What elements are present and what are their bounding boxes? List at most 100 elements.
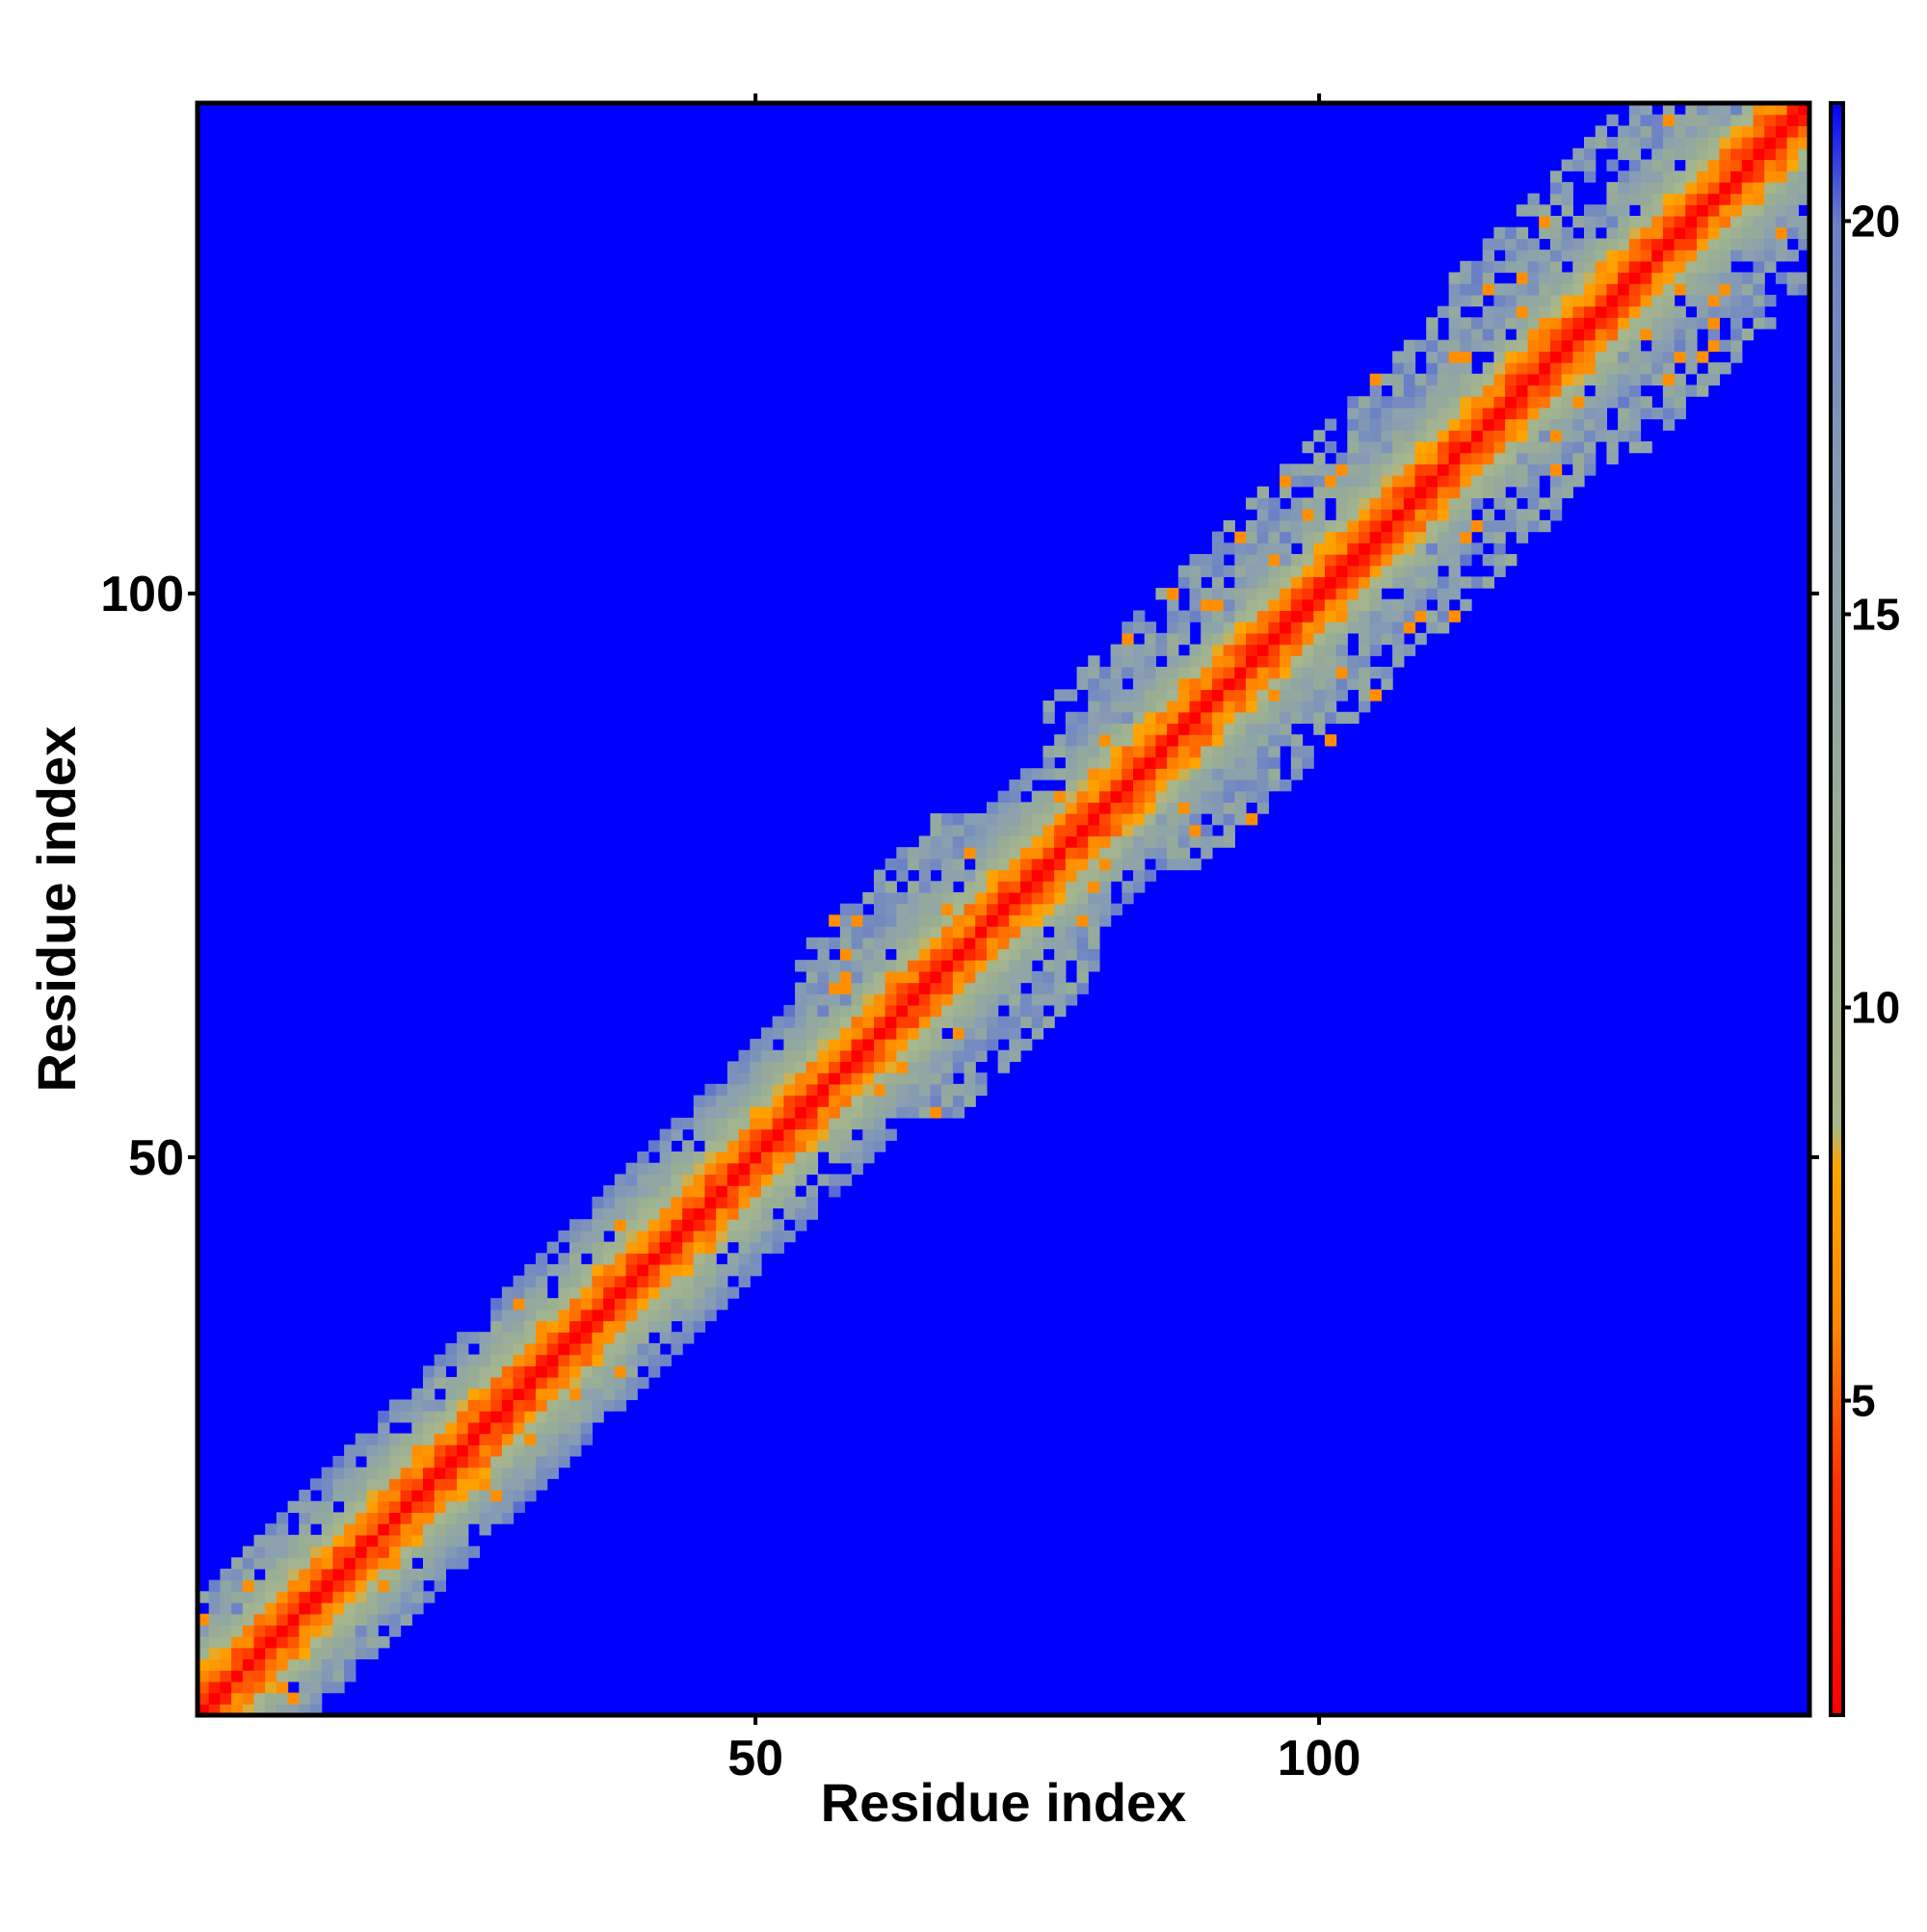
heatmap-cell [1674, 373, 1686, 386]
heatmap-cell [1122, 655, 1134, 668]
heatmap-cell [1403, 565, 1416, 577]
heatmap-cell [817, 982, 830, 994]
heatmap-cell [1144, 723, 1157, 735]
heatmap-cell [1234, 576, 1247, 589]
heatmap-cell [1234, 677, 1247, 690]
heatmap-cell [829, 937, 841, 950]
heatmap-cell [918, 1016, 932, 1028]
heatmap-cell [1347, 440, 1359, 454]
heatmap-cell [1527, 238, 1540, 251]
heatmap-cell [1256, 610, 1270, 622]
heatmap-cell [772, 1241, 784, 1254]
heatmap-cell [1054, 993, 1067, 1006]
heatmap-cell [682, 1151, 695, 1164]
heatmap-cell [1426, 622, 1439, 634]
heatmap-cell [750, 1207, 762, 1220]
heatmap-cell [1437, 351, 1450, 363]
heatmap-cell [1076, 723, 1089, 735]
heatmap-cell [1753, 294, 1765, 307]
heatmap-cell [208, 1681, 221, 1694]
heatmap-cell [1640, 226, 1652, 239]
heatmap-cell [501, 1309, 515, 1322]
heatmap-cell [1685, 362, 1698, 375]
heatmap-cell [884, 891, 897, 905]
heatmap-cell [501, 1421, 515, 1435]
heatmap-cell [1493, 497, 1506, 510]
heatmap-cell [1618, 137, 1630, 149]
heatmap-cell [1674, 339, 1686, 352]
heatmap-cell [1201, 723, 1213, 735]
heatmap-cell [750, 1253, 762, 1265]
heatmap-cell [795, 1106, 807, 1119]
heatmap-cell [918, 1027, 932, 1040]
heatmap-cell [1009, 813, 1021, 826]
heatmap-cell [930, 1049, 942, 1063]
heatmap-cell [964, 914, 976, 927]
heatmap-cell [1775, 137, 1788, 149]
heatmap-cell [1335, 666, 1348, 679]
heatmap-cell [445, 1354, 458, 1366]
heatmap-cell [321, 1658, 333, 1671]
heatmap-cell [580, 1388, 594, 1401]
heatmap-cell [1177, 576, 1191, 589]
heatmap-cell [1539, 497, 1551, 510]
heatmap-cell [716, 1151, 728, 1164]
heatmap-cell [908, 1039, 920, 1051]
heatmap-cell [1167, 622, 1179, 634]
heatmap-cell [1392, 576, 1405, 589]
heatmap-cell [1324, 689, 1337, 701]
heatmap-cell [1167, 745, 1179, 758]
heatmap-cell [287, 1500, 300, 1514]
heatmap-cell [805, 1049, 819, 1063]
heatmap-cell [1403, 396, 1416, 409]
heatmap-cell [592, 1275, 604, 1288]
heatmap-cell [1685, 204, 1698, 217]
heatmap-cell [569, 1399, 582, 1412]
heatmap-cell [1549, 396, 1563, 409]
heatmap-cell [524, 1298, 537, 1310]
heatmap-cell [220, 1636, 232, 1649]
heatmap-cell [1065, 903, 1078, 915]
heatmap-cell [445, 1399, 458, 1412]
heatmap-cell [1448, 553, 1461, 567]
heatmap-cell [1031, 858, 1044, 871]
heatmap-cell [1076, 937, 1089, 950]
heatmap-cell [592, 1320, 604, 1333]
heatmap-cell [659, 1253, 672, 1265]
heatmap-cell [1539, 272, 1551, 284]
heatmap-cell [1144, 756, 1157, 769]
heatmap-cell [580, 1286, 594, 1299]
heatmap-cell [1223, 835, 1235, 848]
heatmap-cell [1189, 835, 1201, 848]
heatmap-cell [569, 1241, 582, 1254]
heatmap-cell [625, 1354, 638, 1366]
heatmap-cell [603, 1377, 616, 1389]
heatmap-cell [930, 926, 942, 939]
heatmap-cell [1414, 339, 1427, 352]
heatmap-cell [1359, 632, 1371, 646]
heatmap-cell [242, 1579, 255, 1592]
heatmap-cell [941, 914, 954, 927]
heatmap-cell [704, 1309, 717, 1322]
heatmap-cell [738, 1117, 751, 1130]
heatmap-cell [1549, 486, 1563, 499]
heatmap-cell [1651, 294, 1664, 307]
heatmap-cell [986, 869, 999, 882]
heatmap-cell [535, 1365, 548, 1378]
heatmap-cell [1707, 147, 1721, 161]
heatmap-cell [1359, 440, 1371, 454]
heatmap-cell [930, 1095, 942, 1107]
heatmap-cell [1527, 475, 1540, 488]
heatmap-cell [716, 1128, 728, 1141]
heatmap-cell [1628, 181, 1642, 195]
heatmap-cell [795, 1061, 807, 1073]
heatmap-cell [1719, 283, 1731, 296]
heatmap-cell [795, 1128, 807, 1141]
heatmap-cell [1448, 328, 1461, 341]
heatmap-cell [1155, 711, 1168, 725]
heatmap-cell [1640, 305, 1652, 318]
heatmap-cell [388, 1625, 402, 1637]
heatmap-cell [1201, 610, 1213, 622]
heatmap-cell [693, 1253, 706, 1265]
heatmap-cell [659, 1286, 672, 1299]
